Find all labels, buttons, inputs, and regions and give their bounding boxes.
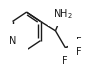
Text: N: N <box>9 36 16 46</box>
Text: F: F <box>76 47 81 57</box>
Text: F: F <box>62 56 68 66</box>
Text: NH$_2$: NH$_2$ <box>53 8 72 21</box>
Text: F: F <box>76 37 81 47</box>
